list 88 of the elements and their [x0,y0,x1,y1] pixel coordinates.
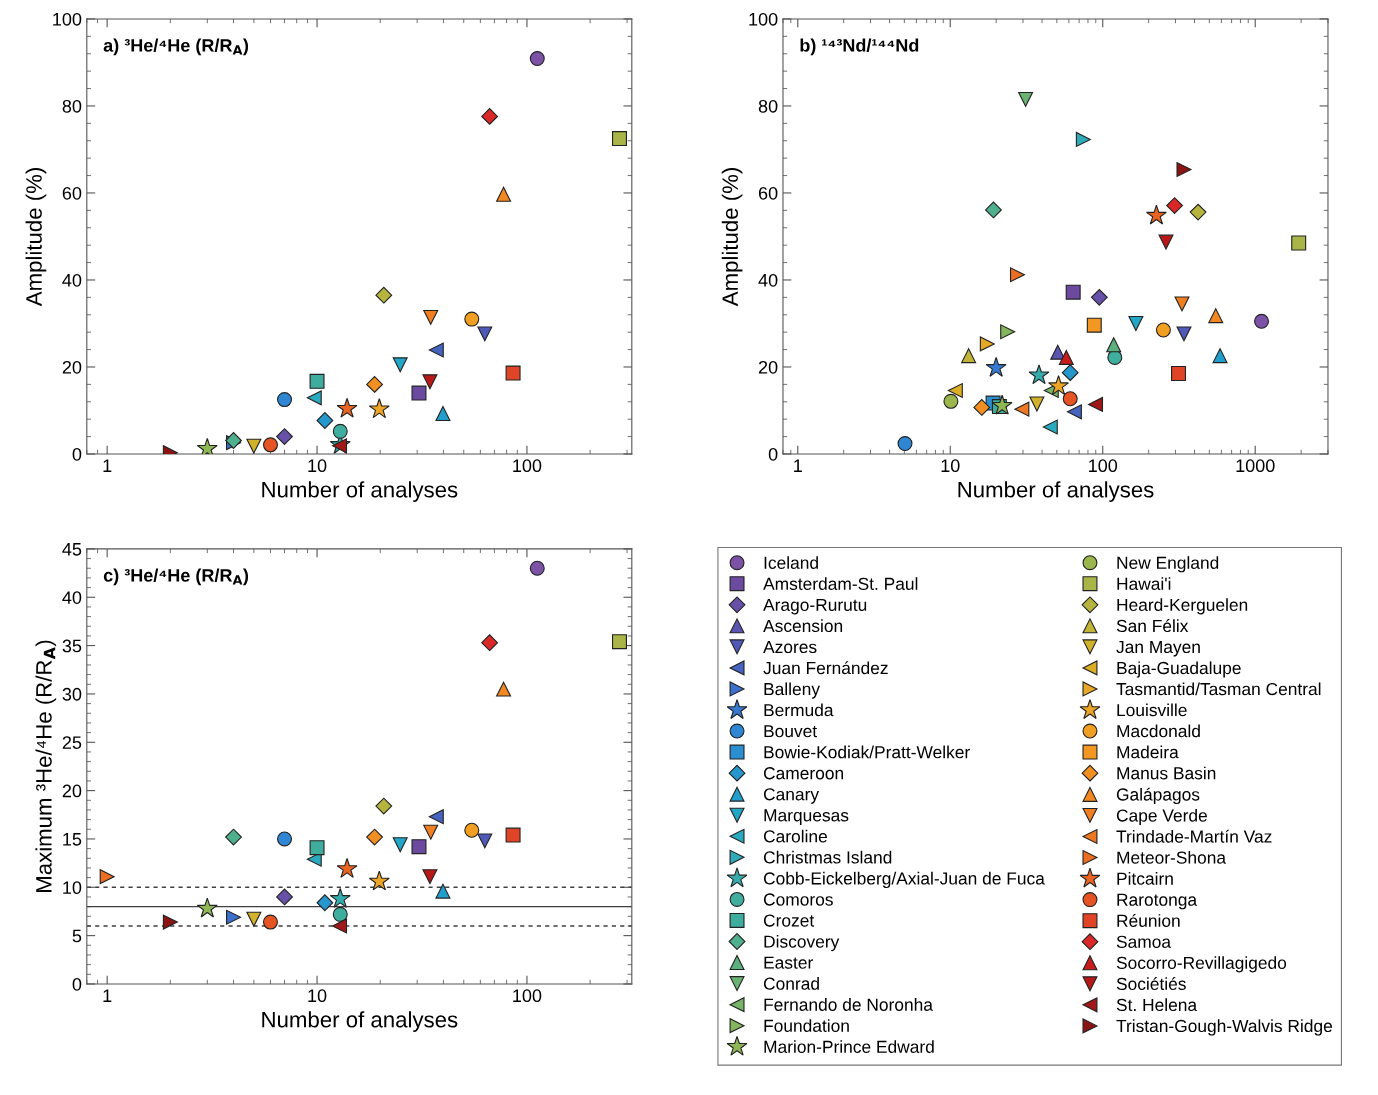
y-tick-label: 30 [62,687,82,701]
x-tick-label: 10 [308,459,327,473]
legend-label: Sociétiés [1116,977,1186,991]
legend-label: Tasmantid/Tasman Central [1116,682,1321,696]
y-tick-label: 20 [62,784,82,798]
y-tick-label: 80 [758,99,778,113]
legend-label: Tristan-Gough-Walvis Ridge [1116,1019,1332,1036]
y-tick-label: 25 [62,736,82,749]
x-tick-label: 10 [941,459,960,473]
legend-label: Discovery [764,934,840,952]
y-tick-label: 60 [62,186,82,200]
legend-label: San Félix [1116,619,1189,633]
y-tick-label: 40 [62,591,82,604]
legend-label: Azores [763,641,817,654]
legend-label: Cameroon [763,767,844,780]
x-tick-label: 1 [103,459,112,472]
legend-label: Baja-Guadalupe [1117,661,1241,678]
legend-label: Bowie-Kodiak/Pratt-Welker [764,745,970,759]
x-tick-label: 100 [1089,459,1118,473]
legend-label: Iceland [764,556,818,569]
legend-label: Arago-Rurutu [763,598,867,615]
legend-label: Bermuda [764,703,834,717]
y-tick-label: 40 [758,273,778,287]
x-tick-label: 100 [513,459,542,473]
y-axis-title: Maximum ³He/⁴He (R/R$_{A}$) [35,640,57,892]
x-axis-title: Number of analyses [262,481,458,502]
legend-label: Juan Fernández [763,661,888,675]
legend-label: Trindade-Martín Vaz [1116,829,1272,843]
legend-label: Cape Verde [1116,808,1207,826]
legend-label: New England [1117,556,1219,573]
y-tick-label: 45 [62,543,82,556]
legend-label: Comoros [763,893,833,906]
legend-label: Macdonald [1117,724,1200,738]
legend-label: Canary [763,788,820,804]
y-tick-label: 60 [758,186,778,200]
y-tick-label: 20 [758,360,778,374]
x-tick-label: 1 [103,989,112,1002]
y-tick-label: 5 [72,929,82,943]
legend-label: Louisville [1117,703,1187,717]
legend-label: Meteor-Shona [1117,851,1227,864]
legend-label: Balleny [764,682,820,699]
legend-label: Bouvet [764,725,817,738]
y-axis-title: Amplitude (%) [25,168,47,307]
y-tick-label: 40 [62,273,82,287]
legend-label: Ascension [763,619,843,633]
x-tick-label: 1 [794,459,802,472]
legend-label: Conrad [763,977,819,990]
legend-label: Manus Basin [1117,766,1216,780]
legend-label: Pitcairn [1117,872,1173,885]
legend-label: Crozet [763,914,815,927]
legend-label: Hawai'i [1117,577,1171,590]
y-tick-label: 100 [749,12,778,26]
x-tick-label: 10 [308,989,327,1003]
legend-label: Marion-Prince Edward [764,1040,934,1053]
y-tick-label: 0 [768,447,778,461]
legend-label: St. Helena [1116,998,1198,1012]
legend-label: Easter [764,956,813,969]
legend-label: Madeira [1117,745,1179,759]
legend-label: Réunion [1117,913,1180,927]
legend-label: Rarotonga [1117,893,1198,910]
legend-label: Marquesas [764,809,849,825]
y-tick-label: 20 [62,360,82,374]
text: c) ³He/⁴He (R/R$_{A}$) [103,568,249,586]
legend-label: Amsterdam-St. Paul [763,577,918,590]
y-tick-label: 0 [72,447,82,461]
y-tick-label: 10 [63,881,82,895]
x-axis-title: Number of analyses [958,481,1154,502]
legend-label: Christmas Island [763,850,892,864]
text: a) ³He/⁴He (R/R$_{A}$) [103,38,249,56]
x-axis-title: Number of analyses [262,1011,458,1032]
y-tick-label: 0 [72,977,82,991]
legend-label: Cobb-Eickelberg/Axial-Juan de Fuca [763,871,1045,889]
y-tick-label: 80 [62,99,82,113]
y-tick-label: 35 [62,639,82,653]
legend-label: Fernando de Noronha [764,998,933,1011]
y-axis-title: Amplitude (%) [721,168,743,307]
y-tick-label: 15 [63,833,82,846]
legend-label: Foundation [764,1019,849,1032]
x-tick-label: 100 [513,989,542,1003]
legend-label: Galápagos [1116,787,1200,805]
text: b) ¹⁴³Nd/¹⁴⁴Nd [800,38,919,56]
legend-label: Jan Mayen [1116,641,1200,657]
y-tick-label: 100 [53,12,82,26]
legend-label: Socorro-Revillagigedo [1116,956,1287,973]
x-tick-label: 1000 [1236,459,1275,473]
legend-label: Samoa [1116,935,1172,948]
legend-label: Heard-Kerguelen [1117,598,1248,615]
legend-label: Caroline [763,829,827,843]
